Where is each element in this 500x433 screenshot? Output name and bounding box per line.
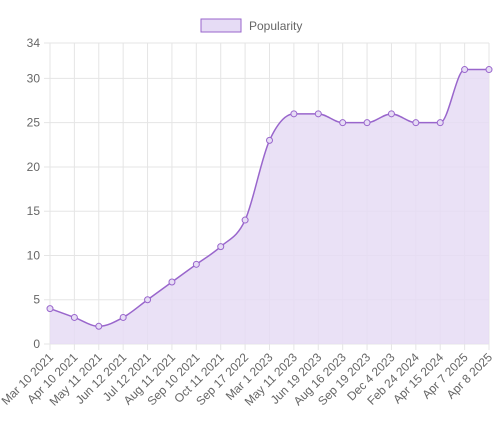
data-point-12[interactable]	[339, 119, 347, 127]
data-point-6[interactable]	[192, 260, 200, 268]
y-tick-label-7: 34	[27, 36, 41, 50]
legend-swatch[interactable]	[200, 18, 242, 33]
y-tick-label-6: 30	[27, 71, 41, 85]
data-point-3[interactable]	[119, 313, 127, 321]
y-tick-label-5: 25	[27, 116, 41, 130]
data-point-2[interactable]	[95, 322, 103, 330]
data-point-0[interactable]	[46, 305, 54, 313]
data-point-1[interactable]	[70, 313, 78, 321]
data-point-17[interactable]	[461, 66, 469, 74]
y-tick-label-2: 10	[27, 248, 41, 262]
data-point-5[interactable]	[168, 278, 176, 286]
series-area-fill	[50, 69, 489, 344]
data-point-9[interactable]	[266, 136, 273, 144]
legend[interactable]: Popularity	[200, 18, 302, 33]
y-tick-label-0: 0	[33, 337, 40, 351]
data-points	[46, 66, 493, 330]
data-point-11[interactable]	[314, 110, 322, 118]
legend-label[interactable]: Popularity	[249, 19, 302, 33]
y-tick-label-1: 5	[33, 293, 40, 307]
data-point-18[interactable]	[485, 66, 493, 74]
data-point-10[interactable]	[290, 110, 298, 118]
data-point-13[interactable]	[363, 119, 371, 127]
data-point-7[interactable]	[217, 243, 225, 251]
data-point-16[interactable]	[436, 119, 444, 127]
data-point-14[interactable]	[387, 110, 395, 118]
y-tick-label-4: 20	[27, 160, 41, 174]
data-point-8[interactable]	[241, 216, 249, 224]
data-point-15[interactable]	[412, 119, 420, 127]
data-point-4[interactable]	[144, 296, 152, 304]
y-tick-label-3: 15	[27, 204, 41, 218]
y-axis-ticks: 0 5 10 15 20 25 30 34	[27, 36, 41, 351]
